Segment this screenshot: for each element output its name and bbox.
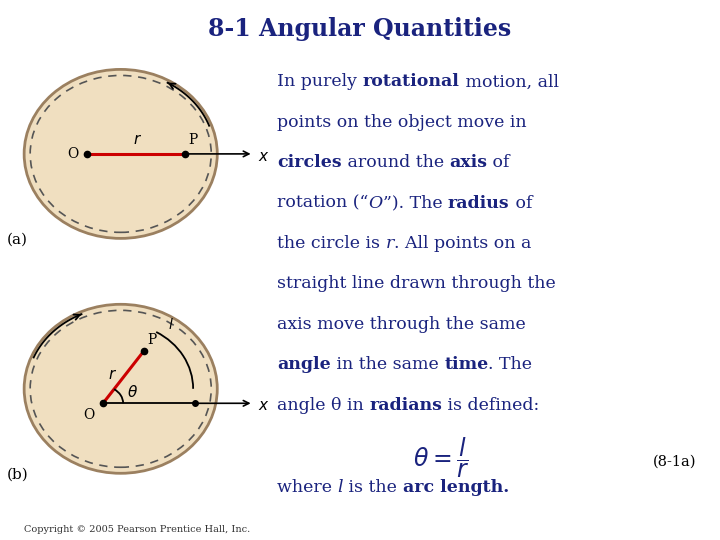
Text: (8-1a): (8-1a) [653, 454, 696, 468]
Text: . The: . The [488, 356, 533, 373]
Text: r: r [386, 235, 394, 252]
Text: ”). The: ”). The [383, 194, 448, 212]
Ellipse shape [24, 305, 217, 473]
Ellipse shape [24, 70, 217, 238]
Text: $l$: $l$ [168, 317, 174, 332]
Text: of: of [487, 154, 510, 171]
Text: where: where [277, 479, 338, 496]
Text: radians: radians [369, 396, 442, 414]
Text: angle: angle [277, 356, 331, 373]
Text: around the: around the [342, 154, 449, 171]
Text: P: P [189, 133, 197, 147]
Text: arc length.: arc length. [402, 479, 509, 496]
Text: $r$: $r$ [133, 132, 142, 147]
Text: is the: is the [343, 479, 402, 496]
Text: circles: circles [277, 154, 342, 171]
Text: points on the object move in: points on the object move in [277, 114, 527, 131]
Text: $x$: $x$ [258, 149, 269, 164]
Text: in the same: in the same [331, 356, 444, 373]
Text: $x$: $x$ [258, 398, 269, 413]
Text: angle θ in: angle θ in [277, 396, 369, 414]
Text: P: P [147, 333, 156, 347]
Text: rotation (“: rotation (“ [277, 194, 369, 212]
Text: motion, all: motion, all [459, 73, 559, 90]
Text: rotational: rotational [363, 73, 459, 90]
Text: radius: radius [448, 194, 510, 212]
Text: of: of [510, 194, 532, 212]
Text: $\theta = \dfrac{l}{r}$: $\theta = \dfrac{l}{r}$ [413, 436, 469, 480]
Text: . All points on a: . All points on a [394, 235, 531, 252]
Text: l: l [338, 479, 343, 496]
Text: O: O [84, 408, 95, 422]
Text: time: time [444, 356, 488, 373]
Text: is defined:: is defined: [442, 396, 539, 414]
Text: $r$: $r$ [107, 367, 117, 382]
Text: O: O [369, 194, 383, 212]
Text: straight line drawn through the: straight line drawn through the [277, 275, 556, 292]
Text: O: O [68, 147, 79, 161]
Text: (a): (a) [6, 232, 27, 246]
Text: axis: axis [449, 154, 487, 171]
Text: the circle is: the circle is [277, 235, 386, 252]
Text: Copyright © 2005 Pearson Prentice Hall, Inc.: Copyright © 2005 Pearson Prentice Hall, … [24, 524, 250, 534]
Text: (b): (b) [6, 467, 28, 481]
Text: 8-1 Angular Quantities: 8-1 Angular Quantities [208, 17, 512, 41]
Text: In purely: In purely [277, 73, 363, 90]
Text: $\theta$: $\theta$ [127, 384, 138, 400]
Text: axis move through the same: axis move through the same [277, 316, 526, 333]
